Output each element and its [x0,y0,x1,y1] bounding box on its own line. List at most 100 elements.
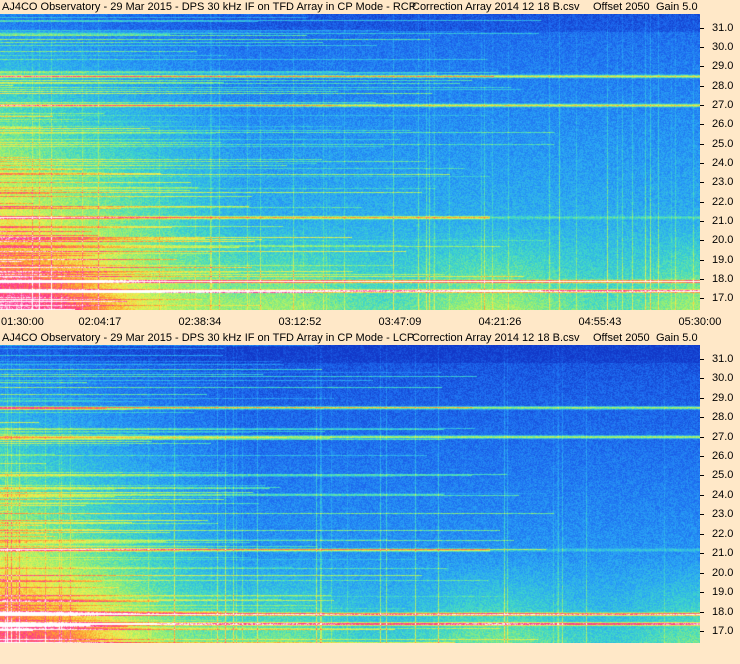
y-tick-label: 25.0 [712,137,734,150]
rcp-spectrogram-panel: AJ4CO Observatory - 29 Mar 2015 - DPS 30… [0,0,740,331]
y-tick-label: 24.0 [712,156,734,169]
y-tick-mark [700,279,704,281]
y-tick-label: 23.0 [712,176,734,189]
x-tick-label: 03:12:52 [278,316,322,328]
y-tick-label: 25.0 [712,469,734,482]
y-tick: 19.0 [700,586,740,598]
y-tick: 25.0 [700,469,740,481]
y-tick-label: 22.0 [712,195,734,208]
y-tick-mark [700,259,704,261]
y-tick: 27.0 [700,99,740,111]
y-tick-mark [700,221,704,222]
time-axis: 01:30:00 02:04:17 02:38:34 03:12:52 03:47:09… [0,310,740,331]
rcp-title-gain: Gain 5.0 [656,1,698,13]
y-tick-mark [700,27,704,29]
y-tick-label: 21.0 [712,547,734,560]
y-tick: 30.0 [700,372,740,384]
y-tick-mark [700,533,704,535]
y-tick-mark [700,417,704,419]
y-tick-mark [700,66,704,68]
y-tick: 18.0 [700,273,740,285]
y-tick: 31.0 [700,353,740,365]
y-tick-mark [700,201,704,203]
y-tick-label: 26.0 [712,450,734,463]
y-tick: 24.0 [700,157,740,169]
y-tick: 21.0 [700,215,740,227]
x-tick-label: 01:30:00 [1,316,44,328]
y-tick-label: 27.0 [712,98,734,111]
lcp-spectrogram-canvas [0,345,700,643]
x-tick-label: 03:47:09 [378,316,422,328]
y-tick: 23.0 [700,176,740,188]
y-tick-label: 20.0 [712,234,734,247]
y-tick-label: 26.0 [712,118,734,131]
rcp-title-correction: Correction Array 2014 12 18 B.csv [412,1,580,13]
y-tick: 29.0 [700,60,740,72]
rcp-title-main: AJ4CO Observatory - 29 Mar 2015 - DPS 30… [2,1,417,13]
y-tick-label: 20.0 [712,566,734,579]
y-tick-label: 31.0 [712,21,734,34]
rcp-frequency-axis: 31.0 30.0 29.0 28.0 27.0 26.0 25.0 24.0 23.0 22.0… [700,14,740,310]
y-tick-mark [700,611,704,613]
y-tick: 26.0 [700,118,740,130]
y-tick-mark [700,631,704,633]
y-tick-mark [700,298,704,300]
x-tick-label: 04:55:43 [578,316,622,328]
y-tick: 21.0 [700,547,740,559]
y-tick-label: 23.0 [712,508,734,521]
y-tick-mark [700,162,704,164]
lcp-spectrogram-panel: AJ4CO Observatory - 29 Mar 2015 - DPS 30… [0,331,740,664]
lcp-title-gain: Gain 5.0 [656,332,698,344]
x-tick-label: 04:21:26 [478,316,522,328]
y-tick: 23.0 [700,508,740,520]
y-tick-label: 18.0 [712,605,734,618]
y-tick-mark [700,240,704,242]
y-tick: 31.0 [700,22,740,34]
y-tick-mark [700,436,704,438]
y-tick-mark [700,494,704,496]
lcp-title-bar: AJ4CO Observatory - 29 Mar 2015 - DPS 30… [0,331,700,345]
y-tick: 26.0 [700,450,740,462]
y-tick: 27.0 [700,431,740,443]
y-tick-mark [700,124,704,126]
lcp-frequency-axis: 31.0 30.0 29.0 28.0 27.0 26.0 25.0 24.0 23.0 22.0… [700,345,740,643]
y-tick: 20.0 [700,567,740,579]
y-tick: 28.0 [700,411,740,423]
y-tick: 18.0 [700,606,740,618]
rcp-title-bar: AJ4CO Observatory - 29 Mar 2015 - DPS 30… [0,0,700,14]
y-tick: 17.0 [700,292,740,304]
y-tick-mark [700,553,704,555]
x-tick-label: 02:04:17 [78,316,122,328]
lcp-spectrogram-plot [0,345,700,643]
rcp-title-offset: Offset 2050 [593,1,650,13]
y-tick-label: 19.0 [712,586,734,599]
y-tick-label: 17.0 [712,292,734,305]
rcp-spectrogram-plot [0,14,700,310]
y-tick: 30.0 [700,41,740,53]
y-tick-label: 30.0 [712,40,734,53]
y-tick-mark [700,378,704,380]
y-tick-label: 27.0 [712,430,734,443]
y-tick-label: 22.0 [712,527,734,540]
x-tick-label: 05:30:00 [678,316,722,328]
y-tick-label: 24.0 [712,488,734,501]
y-tick-label: 31.0 [712,352,734,365]
lcp-title-correction: Correction Array 2014 12 18 B.csv [412,332,580,344]
rcp-spectrogram-canvas [0,14,700,310]
y-tick-label: 19.0 [712,253,734,266]
y-tick-mark [700,456,704,458]
y-tick-mark [700,46,704,48]
lcp-title-offset: Offset 2050 [593,332,650,344]
y-tick-mark [700,143,704,145]
y-tick-mark [700,85,704,87]
x-tick-label: 02:38:34 [178,316,222,328]
y-tick-label: 30.0 [712,372,734,385]
y-tick: 17.0 [700,625,740,637]
y-tick: 22.0 [700,196,740,208]
y-tick-mark [700,104,704,106]
y-tick-mark [700,182,704,184]
y-tick: 24.0 [700,489,740,501]
y-tick: 29.0 [700,392,740,404]
y-tick-label: 28.0 [712,79,734,92]
y-tick-label: 18.0 [712,273,734,286]
